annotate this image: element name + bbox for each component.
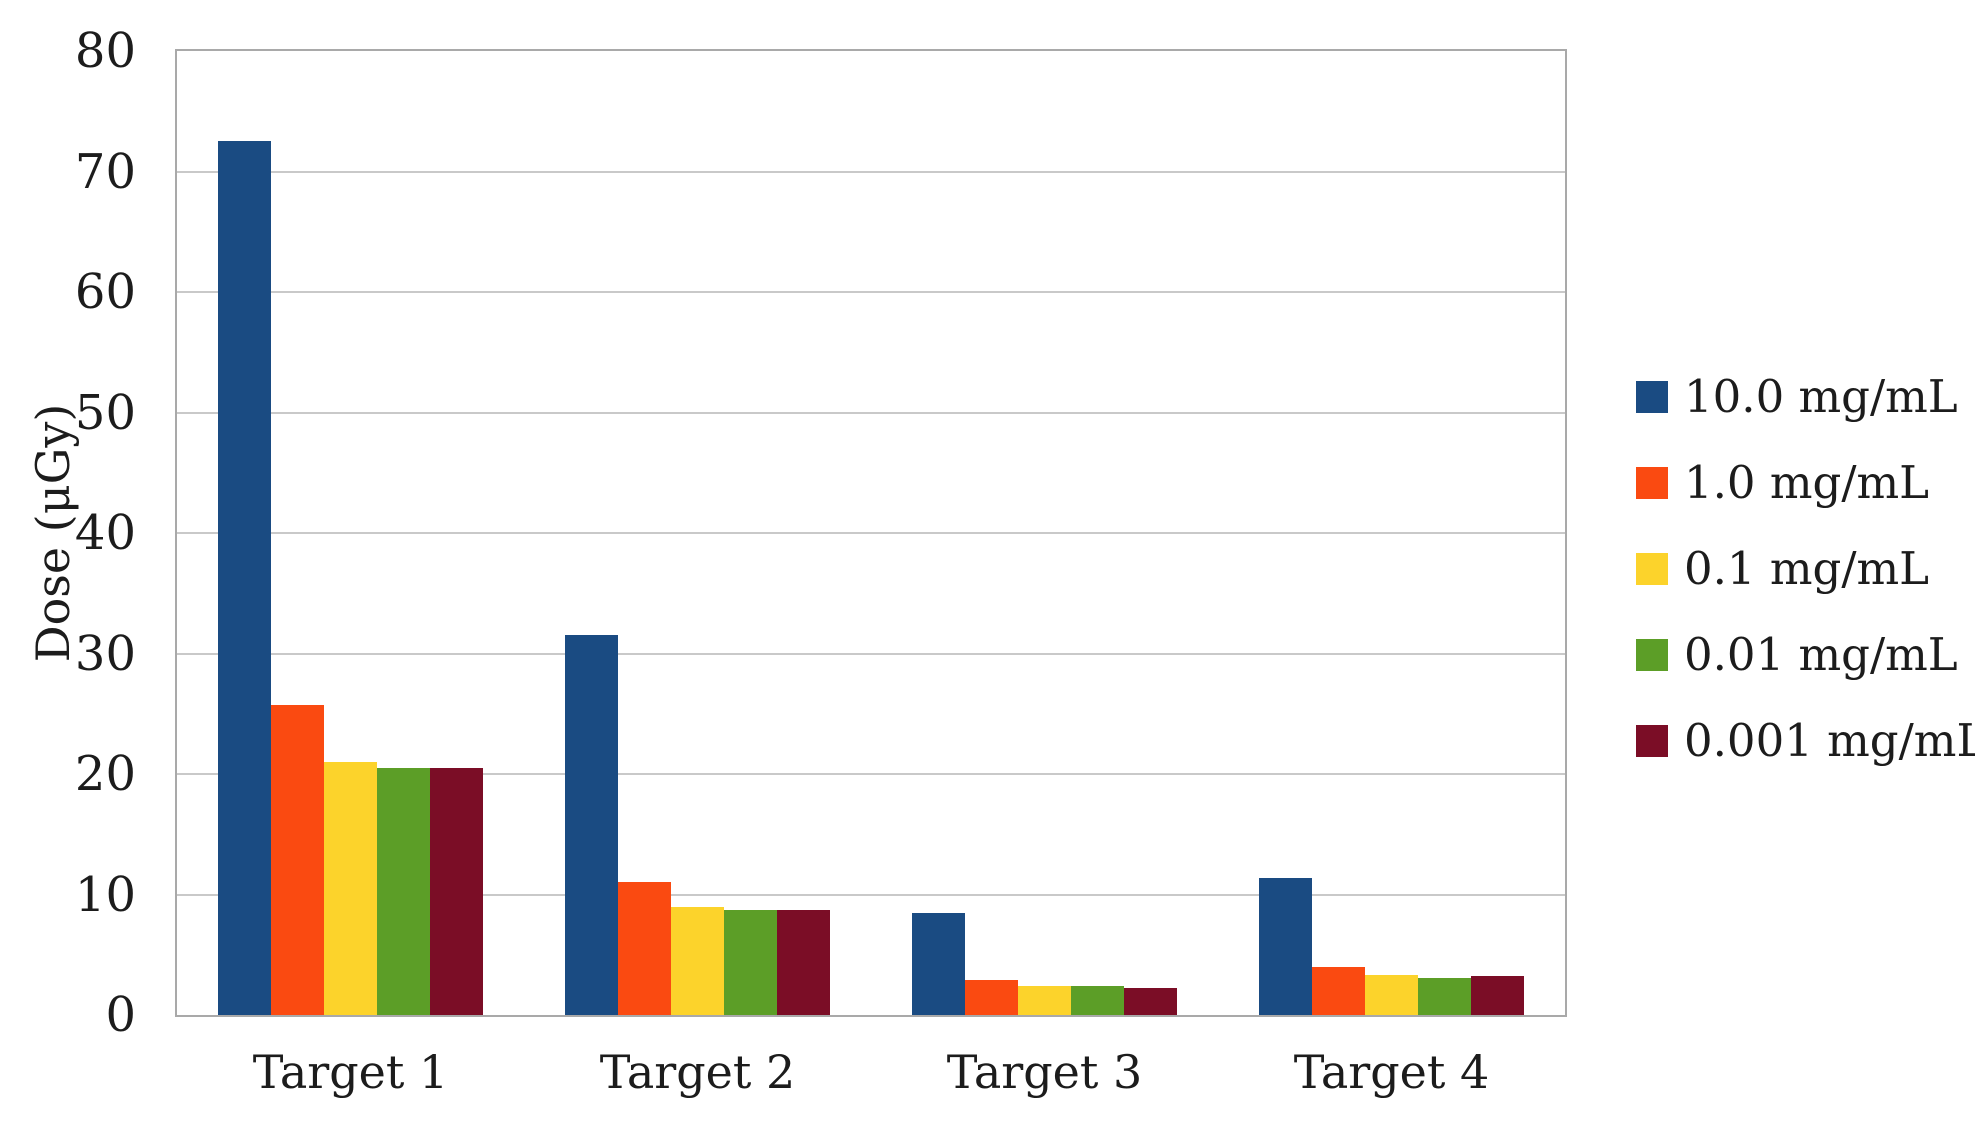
bar-10-0-mg-ml-target-1 — [218, 141, 271, 1015]
bar-0-01-mg-ml-target-2 — [724, 910, 777, 1015]
bar-10-0-mg-ml-target-2 — [565, 635, 618, 1015]
bar-10-0-mg-ml-target-4 — [1259, 877, 1312, 1015]
bar-0-1-mg-ml-target-3 — [1018, 986, 1071, 1015]
bar-1-0-mg-ml-target-4 — [1312, 966, 1365, 1015]
bar-0-01-mg-ml-target-3 — [1071, 986, 1124, 1015]
bar-1-0-mg-ml-target-2 — [618, 882, 671, 1015]
bar-0-001-mg-ml-target-4 — [1471, 976, 1524, 1015]
y-tick-label-10: 10 — [74, 866, 136, 923]
gridline-y-30 — [177, 652, 1565, 655]
legend-label-1-0-mg-ml: 1.0 mg/mL — [1684, 456, 1930, 509]
bar-0-01-mg-ml-target-4 — [1418, 977, 1471, 1015]
legend-item-0-001-mg-ml: 0.001 mg/mL — [1636, 716, 1975, 766]
legend-item-1-0-mg-ml: 1.0 mg/mL — [1636, 458, 1929, 508]
bar-0-001-mg-ml-target-2 — [777, 910, 830, 1015]
y-tick-label-60: 60 — [74, 264, 136, 320]
gridline-y-70 — [177, 170, 1565, 173]
legend-label-0-01-mg-ml: 0.01 mg/mL — [1684, 628, 1958, 681]
legend-swatch-1-0-mg-ml — [1636, 467, 1668, 499]
legend-label-0-001-mg-ml: 0.001 mg/mL — [1684, 714, 1975, 767]
y-tick-label-40: 40 — [74, 505, 136, 561]
y-tick-label-20: 20 — [74, 746, 136, 802]
legend-label-0-1-mg-ml: 0.1 mg/mL — [1684, 542, 1930, 595]
bar-10-0-mg-ml-target-3 — [912, 912, 965, 1015]
y-tick-label-80: 80 — [74, 23, 136, 79]
bar-1-0-mg-ml-target-1 — [271, 705, 324, 1015]
legend-item-0-01-mg-ml: 0.01 mg/mL — [1636, 630, 1958, 680]
gridline-y-50 — [177, 411, 1565, 414]
x-tick-label-target-4: Target 4 — [1293, 1045, 1490, 1099]
legend-swatch-0-001-mg-ml — [1636, 725, 1668, 757]
bar-1-0-mg-ml-target-3 — [965, 980, 1018, 1015]
x-tick-label-target-3: Target 3 — [946, 1045, 1143, 1099]
x-tick-label-target-2: Target 2 — [599, 1045, 796, 1099]
gridline-y-40 — [177, 532, 1565, 534]
x-tick-label-target-1: Target 1 — [252, 1045, 449, 1099]
legend-swatch-0-01-mg-ml — [1636, 639, 1668, 671]
y-tick-label-50: 50 — [74, 384, 136, 441]
legend-item-10-0-mg-ml: 10.0 mg/mL — [1636, 372, 1958, 422]
bar-0-1-mg-ml-target-2 — [671, 906, 724, 1015]
bar-0-1-mg-ml-target-4 — [1365, 975, 1418, 1015]
legend-swatch-10-0-mg-ml — [1636, 381, 1668, 413]
gridline-y-60 — [177, 291, 1565, 293]
bar-0-001-mg-ml-target-3 — [1124, 988, 1177, 1015]
legend-swatch-0-1-mg-ml — [1636, 553, 1668, 585]
bar-0-001-mg-ml-target-1 — [430, 767, 483, 1015]
y-tick-label-0: 0 — [105, 987, 136, 1043]
legend-label-10-0-mg-ml: 10.0 mg/mL — [1684, 370, 1958, 423]
y-tick-label-70: 70 — [74, 143, 136, 200]
gridline-y-10 — [177, 893, 1565, 896]
gridline-y-20 — [177, 773, 1565, 775]
bar-0-01-mg-ml-target-1 — [377, 767, 430, 1015]
legend-item-0-1-mg-ml: 0.1 mg/mL — [1636, 544, 1929, 594]
y-tick-label-30: 30 — [74, 625, 136, 682]
bar-0-1-mg-ml-target-1 — [324, 761, 377, 1015]
